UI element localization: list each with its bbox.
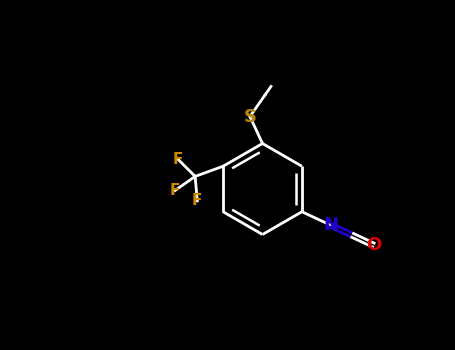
Text: S: S bbox=[243, 107, 257, 126]
Text: O: O bbox=[366, 236, 381, 254]
Text: F: F bbox=[170, 183, 180, 198]
Text: N: N bbox=[323, 216, 338, 234]
Text: F: F bbox=[172, 152, 183, 167]
Text: F: F bbox=[192, 193, 202, 208]
